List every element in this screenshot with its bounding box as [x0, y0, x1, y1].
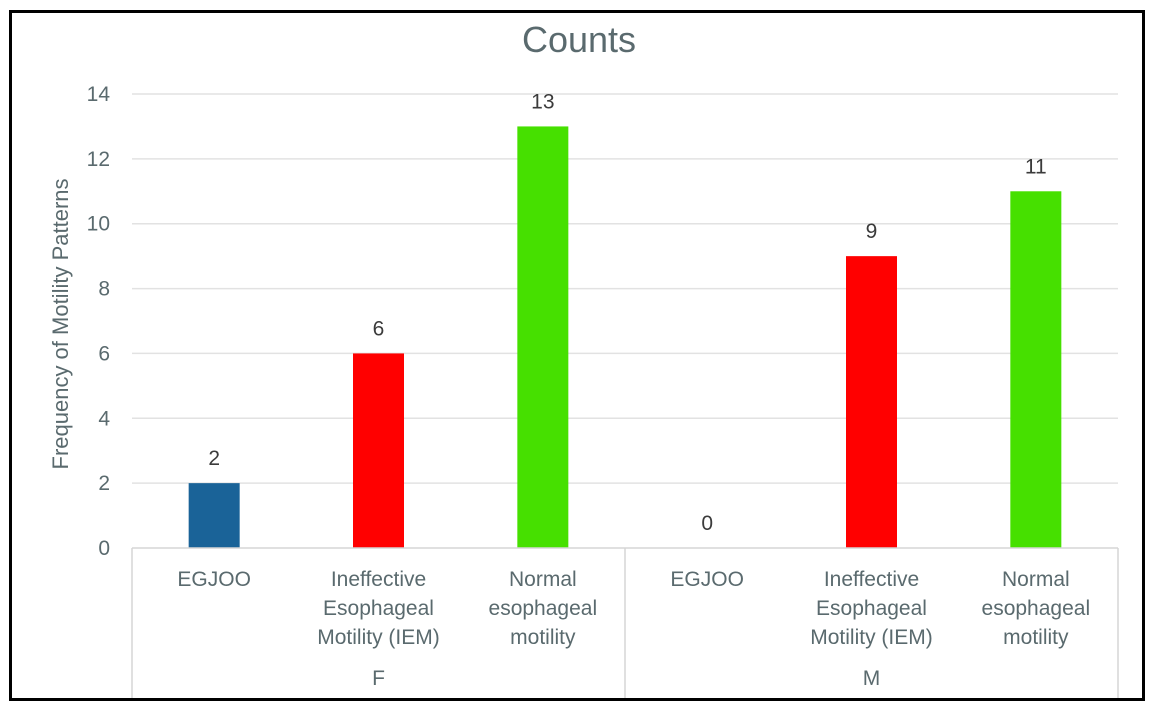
bars	[188, 126, 1062, 549]
data-label: 2	[208, 447, 220, 470]
y-tick-label: 0	[98, 537, 110, 560]
bar-chart: Counts Frequency of Motility Patterns 0 2…	[48, 19, 1119, 698]
bar	[1010, 191, 1062, 549]
x-tick-label: Normal	[1002, 568, 1070, 591]
y-tick-label: 10	[87, 213, 110, 236]
gridlines	[132, 93, 1118, 484]
x-tick-label: Esophageal	[816, 597, 927, 620]
x-group-label: F	[372, 667, 385, 690]
x-tick-label: esophageal	[982, 597, 1091, 620]
data-label: 6	[373, 317, 385, 340]
chart-frame: Counts Frequency of Motility Patterns 0 2…	[9, 10, 1145, 701]
x-tick-label: esophageal	[489, 597, 598, 620]
data-label: 11	[1025, 155, 1047, 178]
x-tick-label: Normal	[509, 568, 577, 591]
x-tick-label: EGJOO	[670, 568, 744, 591]
x-group-label: M	[863, 667, 881, 690]
x-tick-label: Ineffective	[824, 568, 919, 591]
data-label: 9	[866, 220, 878, 243]
bar	[517, 126, 569, 548]
y-axis-label: Frequency of Motility Patterns	[48, 178, 73, 469]
x-tick-label: motility	[1003, 626, 1069, 649]
x-tick-label: Ineffective	[331, 568, 426, 591]
x-tick-label: motility	[510, 626, 576, 649]
chart-title: Counts	[522, 19, 636, 60]
bar	[188, 483, 240, 548]
data-label: 13	[531, 90, 554, 113]
bar	[353, 353, 404, 548]
y-tick-label: 2	[98, 472, 110, 495]
y-tick-label: 6	[98, 342, 110, 365]
data-label: 0	[701, 512, 713, 535]
bar	[846, 256, 897, 548]
x-tick-label: Motility (IEM)	[810, 626, 933, 649]
x-axis-categories: EGJOO Ineffective Esophageal Motility (IEM)…	[177, 568, 1090, 649]
y-axis-ticks: 0 2 4 6 8 10 12 14	[87, 83, 111, 560]
y-tick-label: 12	[87, 148, 110, 171]
x-tick-label: Esophageal	[323, 597, 434, 620]
x-tick-label: Motility (IEM)	[317, 626, 440, 649]
y-tick-label: 14	[87, 83, 111, 106]
x-axis	[131, 547, 1119, 698]
y-tick-label: 8	[98, 278, 110, 301]
y-tick-label: 4	[98, 407, 110, 430]
x-tick-label: EGJOO	[177, 568, 251, 591]
